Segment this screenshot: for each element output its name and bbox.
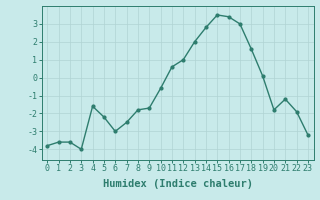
X-axis label: Humidex (Indice chaleur): Humidex (Indice chaleur) [103, 179, 252, 189]
